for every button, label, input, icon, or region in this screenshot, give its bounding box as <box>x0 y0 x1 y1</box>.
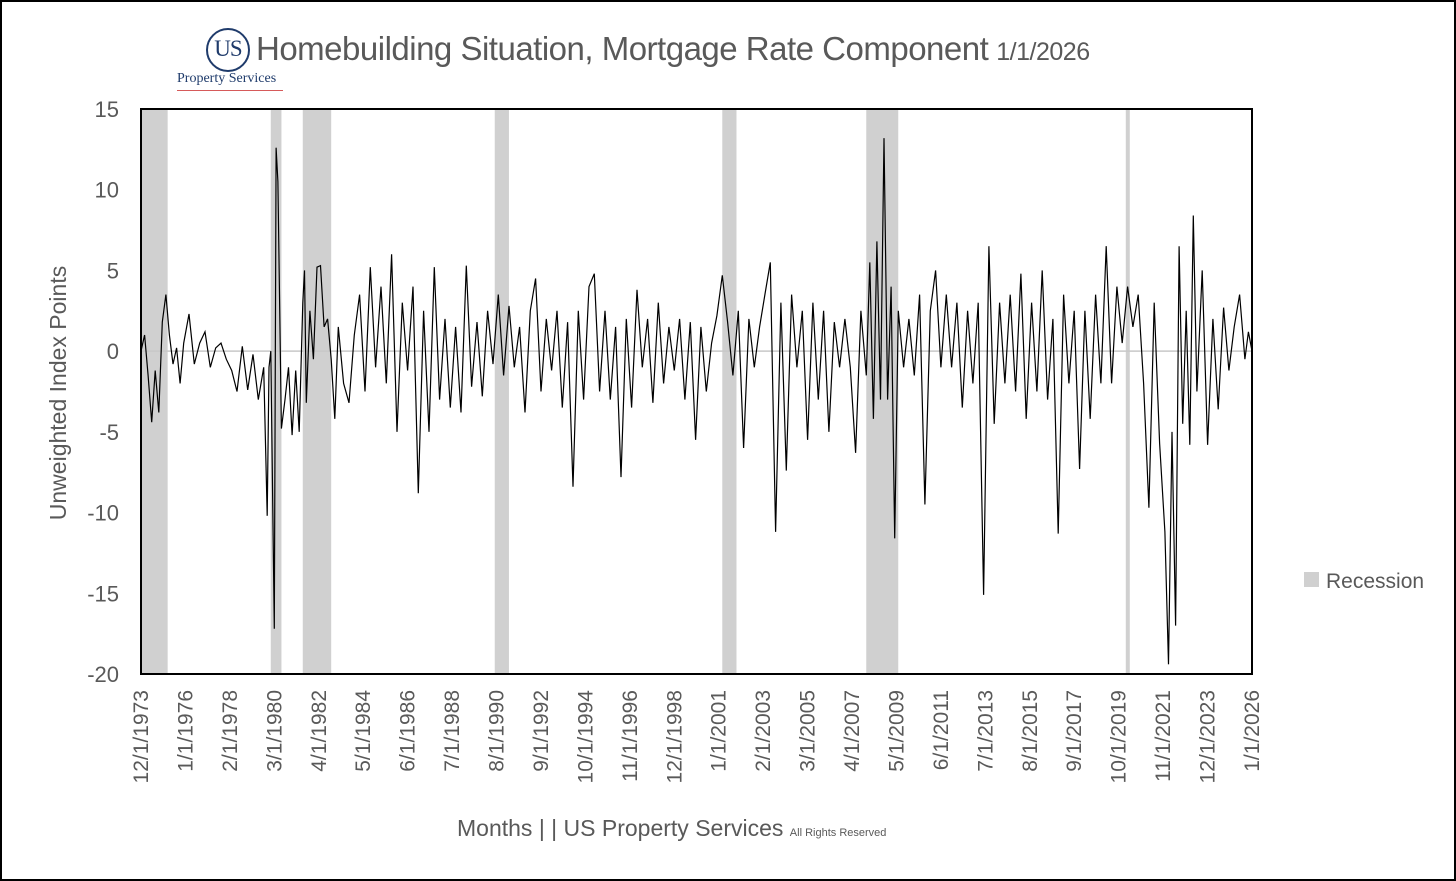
chart-title-date: 1/1/2026 <box>996 38 1090 66</box>
y-tick-label: -15 <box>87 581 119 606</box>
x-tick-label: 8/1/2015 <box>1019 690 1042 772</box>
x-tick-label: 5/1/1984 <box>352 690 375 772</box>
x-tick-label: 2/1/1978 <box>219 690 242 772</box>
x-tick-label: 10/1/1994 <box>574 690 597 784</box>
x-tick-label: 1/1/1976 <box>174 690 197 772</box>
logo-mark: US <box>214 36 242 61</box>
chart-title: Homebuilding Situation, Mortgage Rate Co… <box>256 30 989 67</box>
x-tick-label: 10/1/2019 <box>1108 690 1131 783</box>
y-tick-label: -5 <box>99 420 119 445</box>
y-axis-title: Unweighted Index Points <box>45 266 71 520</box>
plot-area-border <box>140 108 1253 675</box>
x-tick-label: 5/1/2009 <box>886 690 909 772</box>
recession-band-7 <box>1125 109 1130 674</box>
x-tick-label: 7/1/1988 <box>441 690 464 772</box>
x-tick-label: 12/1/1998 <box>663 690 686 783</box>
logo-circle <box>206 28 250 72</box>
x-tick-label: 1/1/2001 <box>708 690 731 772</box>
x-tick-label: 12/1/2023 <box>1197 690 1220 783</box>
recession-band-4 <box>494 109 509 674</box>
y-tick-label: 5 <box>107 258 119 283</box>
x-tick-labels: 12/1/1973 1/1/1976 2/1/1978 3/1/1980 4/1/198… <box>130 690 1264 784</box>
x-axis-title: Months | | US Property Services <box>457 815 784 841</box>
y-tick-label: -20 <box>87 662 119 687</box>
x-tick-label: 11/1/1996 <box>619 690 642 782</box>
recession-band-3 <box>302 109 332 674</box>
x-tick-label: 1/1/2026 <box>1241 690 1264 772</box>
chart-title-block: Homebuilding Situation, Mortgage Rate Co… <box>256 30 1090 68</box>
y-tick-label: 0 <box>107 339 119 364</box>
logo-text: Property Services <box>177 71 277 86</box>
y-tick-label: 15 <box>95 97 119 122</box>
x-tick-label: 9/1/1992 <box>530 690 553 772</box>
y-tick-label: 10 <box>95 178 119 203</box>
x-tick-label: 8/1/1990 <box>486 690 509 772</box>
x-tick-label: 11/1/2021 <box>1152 690 1175 782</box>
x-tick-label: 9/1/2017 <box>1063 690 1086 772</box>
recession-band-2 <box>270 109 282 674</box>
recession-band-6 <box>866 109 899 674</box>
series-line <box>140 138 1253 665</box>
legend-swatch-recession <box>1304 572 1319 587</box>
x-tick-label: 12/1/1973 <box>130 690 153 783</box>
y-tick-label: -10 <box>87 501 119 526</box>
x-tick-label: 3/1/2005 <box>797 690 820 772</box>
x-axis-title-block: Months | | US Property Services All Righ… <box>457 815 886 842</box>
x-tick-label: 4/1/2007 <box>841 690 864 772</box>
recession-band-5 <box>722 109 737 674</box>
x-tick-label: 7/1/2013 <box>974 690 997 772</box>
rights-notice: All Rights Reserved <box>789 827 887 839</box>
legend-label-recession: Recession <box>1326 570 1424 593</box>
logo-underline <box>177 90 283 91</box>
x-tick-label: 2/1/2003 <box>752 690 775 772</box>
us-property-services-logo: US Property Services <box>174 26 286 96</box>
x-tick-label: 6/1/1986 <box>397 690 420 772</box>
x-tick-label: 6/1/2011 <box>930 690 953 770</box>
x-tick-label: 3/1/1980 <box>263 690 286 772</box>
x-tick-label: 4/1/1982 <box>308 690 331 772</box>
y-tick-labels: 15 10 5 0 -5 -10 -15 -20 <box>87 97 119 687</box>
